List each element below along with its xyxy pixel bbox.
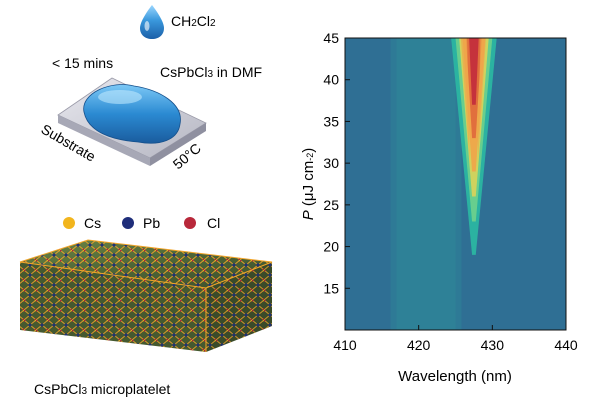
x-tick-label: 410 (333, 337, 357, 353)
solvent-drop-icon (140, 5, 164, 39)
x-axis: 410 420 430 440 (333, 325, 578, 353)
x-axis-title: Wavelength (nm) (398, 368, 512, 385)
atom-legend: Cs Pb Cl (63, 215, 220, 231)
time-label: < 15 mins (52, 55, 113, 71)
cs-atom-icon (63, 217, 75, 229)
lasing-mode-streak (460, 38, 470, 164)
y-tick-label: 35 (323, 113, 339, 129)
solution-label: CsPbCl3 in DMF (160, 64, 262, 80)
heatmap-intensity-layers (390, 38, 497, 330)
legend-pb-label: Pb (143, 215, 160, 231)
x-tick-label: 430 (481, 337, 505, 353)
solution-film (83, 84, 181, 144)
y-axis-title: P (μJ cm-2) (300, 148, 317, 221)
y-axis: 15 20 25 30 35 40 45 (323, 30, 350, 296)
pb-atom-icon (122, 217, 134, 229)
plot-frame (344, 37, 567, 331)
x-tick-label: 440 (554, 337, 578, 353)
y-tick-label: 45 (323, 30, 339, 46)
spontaneous-emission-band (390, 38, 462, 330)
y-tick-label: 15 (323, 280, 339, 296)
y-tick-label: 20 (323, 239, 339, 255)
y-tick-label: 40 (323, 72, 339, 88)
y-tick-label: 25 (323, 197, 339, 213)
emission-heatmap: 410 420 430 440 15 20 25 30 35 40 45 Wavelength (… (300, 30, 578, 385)
lasing-intensity-level (469, 38, 479, 105)
structure-caption: CsPbCl3 microplatelet (34, 381, 170, 397)
solvent-label: CH2Cl2 (171, 13, 216, 29)
legend-cs-label: Cs (84, 215, 101, 231)
y-tick-label: 30 (323, 155, 339, 171)
lasing-mode-streak (477, 38, 486, 164)
legend-cl-label: Cl (207, 215, 220, 231)
cl-atom-icon (184, 217, 196, 229)
spontaneous-emission-core (396, 38, 456, 330)
heatmap-background (345, 38, 566, 330)
crystal-structure (19, 239, 273, 352)
x-tick-label: 420 (407, 337, 431, 353)
